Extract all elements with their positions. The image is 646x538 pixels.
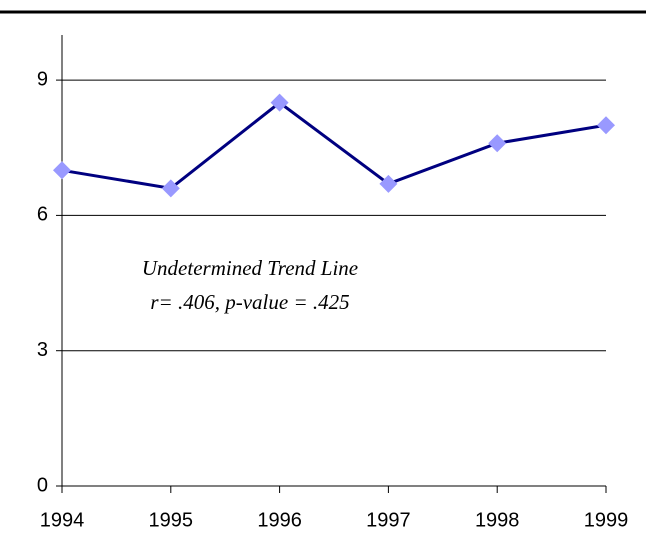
marker — [161, 179, 180, 198]
x-tick-label: 1995 — [149, 509, 194, 531]
y-tick-label: 3 — [37, 339, 48, 361]
marker — [597, 116, 615, 135]
x-tick-label: 1997 — [366, 509, 411, 531]
x-tick-label: 1994 — [40, 509, 85, 531]
annotation: r= .406, p-value = .425 — [150, 290, 349, 314]
marker — [488, 134, 507, 153]
annotation: Undetermined Trend Line — [142, 256, 358, 280]
y-tick-label: 6 — [37, 204, 48, 226]
marker — [53, 161, 71, 180]
x-tick-label: 1996 — [257, 509, 302, 531]
x-tick-label: 1998 — [475, 509, 520, 531]
y-tick-label: 0 — [37, 474, 48, 496]
marker — [270, 93, 289, 112]
x-tick-label: 1999 — [584, 509, 629, 531]
y-tick-label: 9 — [37, 68, 48, 90]
marker — [379, 174, 398, 193]
series-line — [61, 100, 607, 190]
